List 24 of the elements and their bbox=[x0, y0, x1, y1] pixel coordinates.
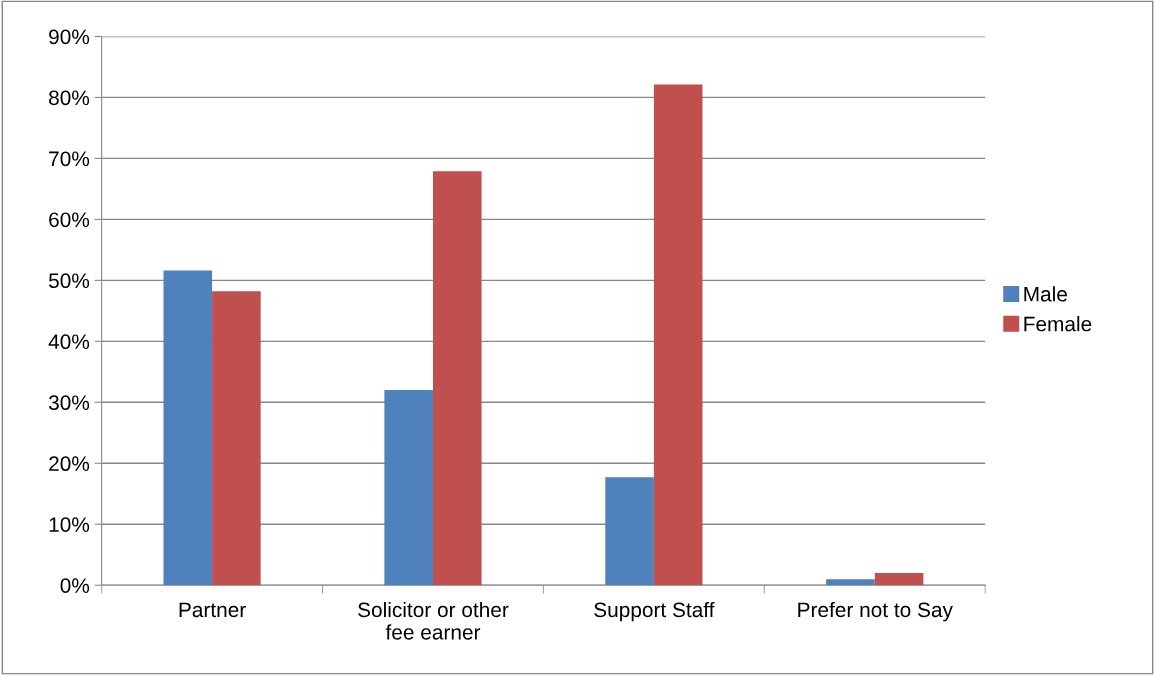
legend-label: Female bbox=[1024, 316, 1092, 332]
x-tick-label: Partner bbox=[179, 602, 246, 618]
y-tick-label: 60% bbox=[49, 212, 90, 228]
y-tick-label: 0% bbox=[60, 578, 90, 593]
bar bbox=[432, 171, 482, 586]
bar bbox=[653, 84, 703, 586]
legend-label: Male bbox=[1024, 286, 1067, 302]
y-tick-label: 30% bbox=[48, 395, 90, 411]
bar bbox=[384, 390, 433, 586]
bar bbox=[874, 573, 924, 586]
x-tick-label: Prefer not to Say bbox=[798, 601, 953, 622]
x-tick-label: Support Staff bbox=[594, 601, 715, 622]
y-tick-label: 90% bbox=[49, 29, 90, 45]
x-tick-label: Solicitor or other fee earner bbox=[358, 601, 509, 640]
bar bbox=[163, 270, 213, 586]
y-tick-label: 50% bbox=[48, 273, 90, 289]
bar bbox=[212, 291, 261, 586]
y-tick-label: 70% bbox=[49, 151, 90, 167]
bar bbox=[605, 477, 654, 586]
y-tick-label: 20% bbox=[49, 456, 90, 472]
y-tick-label: 80% bbox=[49, 90, 90, 106]
y-tick-label: 40% bbox=[48, 334, 90, 350]
bar bbox=[826, 579, 875, 586]
y-tick-label: 10% bbox=[49, 517, 90, 532]
